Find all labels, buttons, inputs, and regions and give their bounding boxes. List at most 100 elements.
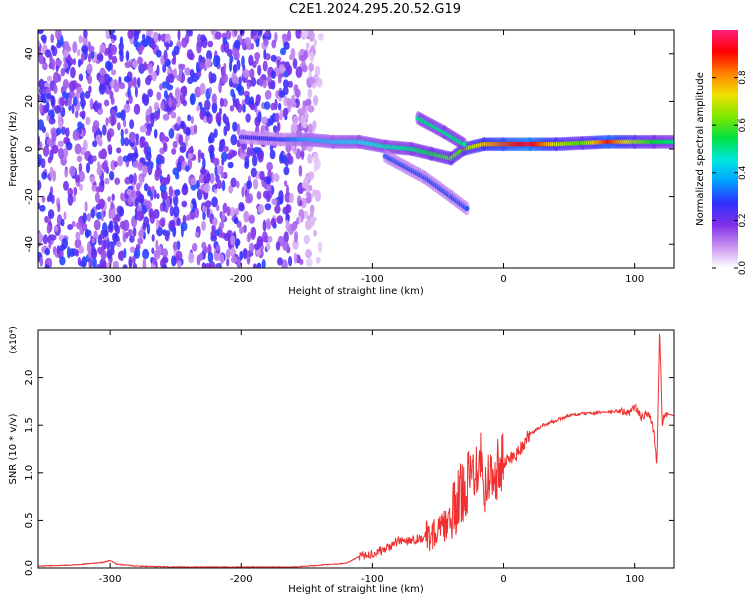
noise-cell xyxy=(186,49,194,60)
snr-frame xyxy=(37,329,675,569)
noise-cell xyxy=(310,44,315,52)
noise-cell xyxy=(233,30,238,37)
noise-cell xyxy=(107,144,113,152)
noise-cell xyxy=(44,215,49,224)
noise-cell xyxy=(50,33,55,44)
noise-cell xyxy=(257,30,263,36)
noise-cell xyxy=(156,193,160,200)
noise-cell xyxy=(53,84,58,94)
noise-cell xyxy=(280,47,287,56)
noise-cell xyxy=(42,145,50,157)
noise-cell xyxy=(201,262,206,268)
noise-cell xyxy=(230,235,236,246)
x-tick-label: -300 xyxy=(99,574,122,585)
noise-cell xyxy=(120,128,124,138)
noise-cell xyxy=(86,63,93,74)
noise-cell xyxy=(221,158,225,166)
noise-cell xyxy=(278,90,286,98)
noise-cell xyxy=(301,65,308,73)
noise-cell xyxy=(78,35,83,44)
noise-cell xyxy=(162,248,168,258)
noise-cell xyxy=(92,155,97,162)
noise-cell xyxy=(269,188,273,199)
noise-cell xyxy=(255,38,260,48)
noise-cell xyxy=(79,91,85,101)
noise-cell xyxy=(123,119,127,128)
noise-cell xyxy=(247,231,251,242)
x-tick-label: 100 xyxy=(625,574,644,585)
y-tick-label: 1.0 xyxy=(24,465,35,481)
y-tick-label: 40 xyxy=(24,47,35,60)
noise-cell xyxy=(218,221,225,229)
noise-cell xyxy=(197,33,202,44)
noise-cell xyxy=(95,134,102,144)
noise-cell xyxy=(88,85,92,94)
noise-cell xyxy=(252,154,258,167)
noise-cell xyxy=(67,97,72,107)
noise-cell xyxy=(76,49,81,57)
noise-cell xyxy=(143,141,149,151)
noise-cell xyxy=(166,84,174,91)
y-tick-label: 0 xyxy=(24,146,35,152)
noise-cell xyxy=(180,121,185,129)
noise-cell xyxy=(132,227,137,237)
noise-cell xyxy=(169,219,176,229)
noise-cell xyxy=(150,40,156,50)
noise-cell xyxy=(38,40,41,48)
noise-cell xyxy=(131,152,137,162)
noise-cell xyxy=(111,69,117,76)
noise-cell xyxy=(80,98,86,108)
noise-cell xyxy=(87,154,94,165)
noise-cell xyxy=(175,89,180,101)
noise-cell xyxy=(269,115,274,126)
noise-cell xyxy=(307,105,315,113)
branch-1-point-core xyxy=(464,206,470,211)
noise-cell xyxy=(93,100,99,113)
noise-cell xyxy=(246,180,253,190)
noise-cell xyxy=(160,177,167,186)
noise-cell xyxy=(46,195,51,203)
noise-cell xyxy=(270,54,277,62)
noise-cell xyxy=(214,183,218,190)
y-tick-label: -40 xyxy=(24,236,35,252)
noise-cell xyxy=(234,50,240,61)
noise-cell xyxy=(177,30,181,41)
noise-cell xyxy=(289,54,294,61)
noise-cell xyxy=(75,249,80,257)
noise-cell xyxy=(98,198,105,210)
noise-cell xyxy=(82,35,88,46)
noise-cell xyxy=(283,166,290,176)
noise-cell xyxy=(231,71,237,84)
spectrogram-x-axis-label: Height of straight line (km) xyxy=(288,286,424,297)
noise-cell xyxy=(90,208,95,219)
noise-cell xyxy=(223,125,228,137)
noise-cell xyxy=(48,117,56,125)
noise-cell xyxy=(269,149,276,160)
noise-cell xyxy=(202,211,206,221)
noise-cell xyxy=(145,76,152,86)
noise-cell xyxy=(38,232,43,244)
noise-cell xyxy=(243,210,250,223)
noise-cell xyxy=(65,127,70,138)
noise-cell xyxy=(123,103,131,113)
noise-cell xyxy=(126,154,133,162)
noise-cell xyxy=(263,48,267,60)
noise-cell xyxy=(111,193,115,202)
y-tick-label: 1.5 xyxy=(24,417,35,433)
noise-cell xyxy=(189,93,196,106)
noise-cell xyxy=(222,98,228,108)
noise-cell xyxy=(210,235,218,242)
noise-cell xyxy=(246,146,251,158)
noise-cell xyxy=(42,234,49,245)
noise-cell xyxy=(96,53,104,61)
noise-cell xyxy=(117,155,124,167)
noise-cell xyxy=(244,37,252,46)
noise-cell xyxy=(305,42,310,49)
noise-cell xyxy=(179,67,183,77)
noise-cell xyxy=(108,220,114,231)
noise-cell xyxy=(237,85,245,96)
noise-cell xyxy=(293,231,299,243)
noise-cell xyxy=(180,86,187,94)
noise-cell xyxy=(59,256,66,266)
noise-cell xyxy=(152,258,157,266)
